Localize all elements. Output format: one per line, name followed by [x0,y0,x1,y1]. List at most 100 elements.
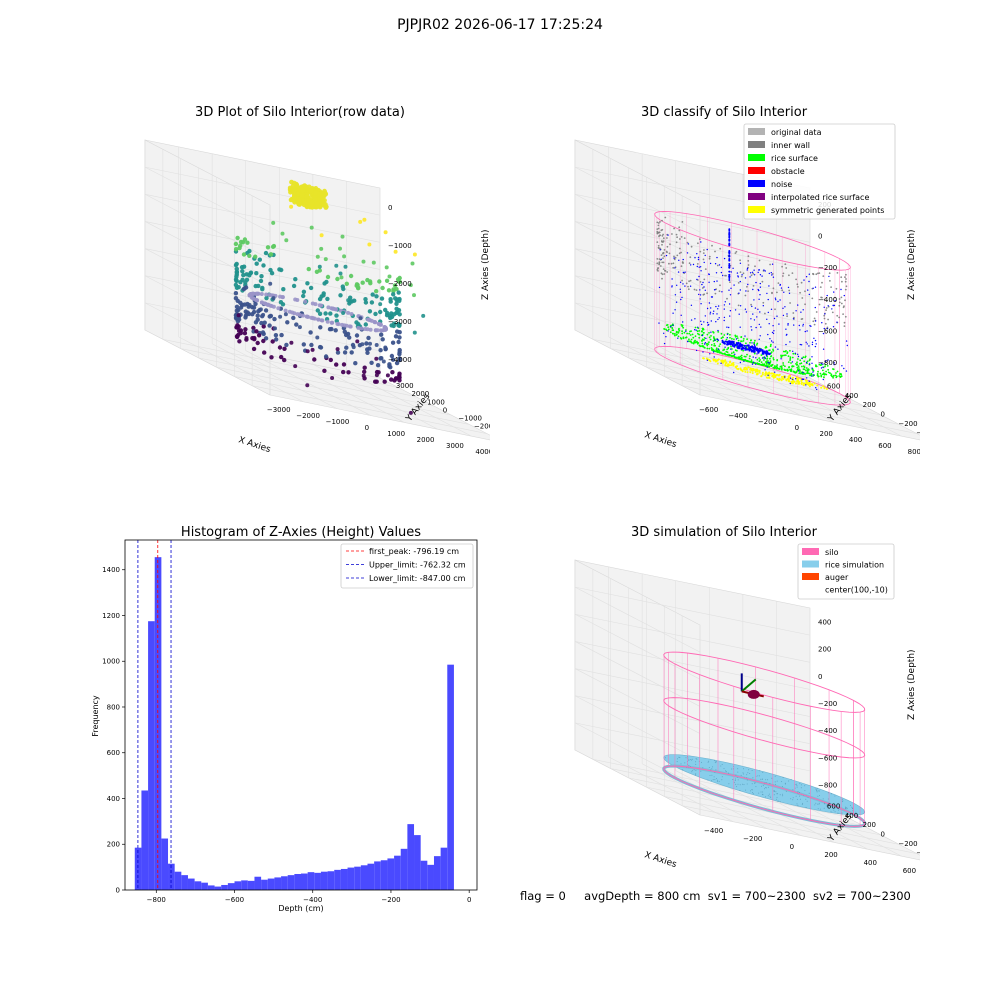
symmetric-point [811,384,814,387]
rice-surface-point [838,375,841,377]
inner-wall-point [747,255,750,258]
raw-point [363,327,368,331]
raw-point [340,234,345,239]
inner-wall-point [740,275,743,278]
rice-simulation-point [845,813,847,815]
noise-point [759,335,761,337]
inner-wall-point [840,276,843,279]
rice-surface-point [688,338,690,341]
raw-point [322,368,327,373]
grid-line [144,275,381,325]
y-tick-label: 2000 [411,390,429,398]
rice-surface-point [734,335,737,338]
noise-point [737,342,740,344]
raw-point [243,327,248,332]
z-tick-label: −4000 [388,356,412,364]
rice-simulation-point [816,790,817,792]
noise-point [806,343,808,345]
noise-point [679,281,682,283]
noise-point [682,283,684,285]
rice-surface-point [809,358,811,361]
footer-status: flag = 0 avgDepth = 800 cm sv1 = 700~230… [520,889,911,903]
raw-point [271,304,276,309]
noise-point [746,267,749,270]
rice-surface-point [751,361,753,364]
noise-point [758,323,760,326]
rice-simulation-point [827,807,829,809]
rice-surface-point [806,371,809,374]
x-tick-label: 200 [824,851,837,859]
noise-point [695,349,698,352]
raw-point [254,261,259,266]
histogram-bar [148,621,155,890]
rice-simulation-point [752,793,754,795]
noise-point [729,294,732,296]
raw-point [233,247,239,252]
raw-point [301,293,306,299]
noise-point [827,359,829,361]
raw-point [306,266,311,272]
histogram-bar [320,871,328,890]
noise-point [752,356,754,358]
rice-surface-point [800,362,803,365]
rice-simulation-point [764,787,766,789]
noise-point [811,356,813,358]
raw-point [244,272,249,277]
noise-point [692,263,695,266]
rice-simulation-point [712,779,714,781]
inner-wall-point [844,280,847,283]
rice-simulation-point [782,795,784,797]
noise-point [711,296,714,298]
symmetric-point [739,368,742,371]
raw-point [365,277,370,283]
inner-wall-point [671,233,673,235]
rice-surface-point [673,333,676,335]
noise-point [753,274,756,276]
noise-point [767,361,769,364]
raw-point [330,376,335,380]
raw-point [397,373,402,378]
symmetric-point [805,381,808,384]
inner-wall-point [662,241,664,244]
rice-surface-point [800,371,803,374]
rice-surface-point [717,331,720,333]
rice-simulation-point [751,789,753,790]
noise-point [815,387,817,389]
raw-point [291,315,296,321]
noise-point [710,331,712,333]
inner-wall-point [673,258,676,261]
inner-wall-point [735,250,738,253]
legend-label: rice surface [771,154,818,163]
raw-point [322,281,327,286]
inner-wall-point [679,247,681,250]
rice-surface-point [836,370,839,373]
noise-point [706,321,709,324]
symmetric-point [780,375,783,378]
raw-point [358,316,363,321]
noise-point [792,378,794,381]
raw-point [391,292,396,297]
x-tick-label: 0 [467,896,471,904]
y-tick-label: −200 [898,420,917,428]
raw-point [408,410,413,415]
rice-surface-point [716,340,719,343]
rice-surface-point [745,359,748,362]
rice-surface-point [719,343,722,345]
noise-point [714,289,716,291]
raw-point [392,321,397,326]
rice-simulation-point [775,791,777,793]
noise-point [706,359,709,361]
raw-point [269,355,274,360]
noise-point [843,367,845,370]
raw-point [361,373,366,378]
rice-surface-point [832,376,834,379]
rice-simulation-point [723,768,725,770]
legend-swatch [748,180,765,187]
noise-point [756,347,759,350]
rice-surface-point [706,333,709,336]
noise-point [663,332,665,334]
noise-point [689,285,692,287]
inner-wall-point [758,259,761,262]
x-tick-label: −600 [699,406,718,414]
noise-point [753,343,755,346]
